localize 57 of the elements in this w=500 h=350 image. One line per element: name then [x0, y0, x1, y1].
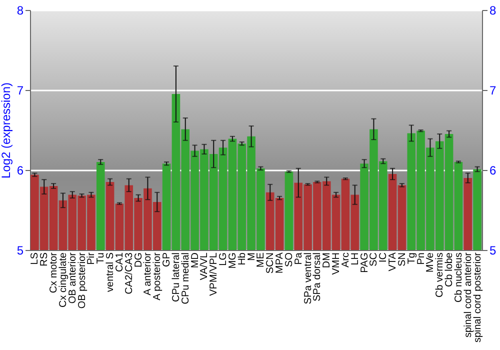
- x-tick-label: DM: [322, 252, 333, 268]
- x-tick-label: Pn: [416, 252, 427, 265]
- x-tick-label: spinal cord anterior: [462, 252, 474, 338]
- x-tick-label: MVe: [425, 252, 436, 273]
- x-tick-label: LH: [350, 252, 361, 266]
- x-tick-label: SN: [396, 252, 408, 266]
- y-axis-title: Log2 (expression): [0, 82, 13, 179]
- x-tick-label: OB anterior: [67, 252, 78, 304]
- x-tick-label: PAG: [359, 252, 370, 273]
- x-tick-label: OB posterior: [76, 252, 88, 309]
- x-tick-label: Cx cingulate: [58, 252, 69, 308]
- y2-tick-label: 8: [490, 4, 496, 18]
- x-tick-label: M: [246, 252, 258, 261]
- x-tick-label: CA1: [114, 252, 126, 272]
- x-tick-label: VMH: [331, 252, 342, 275]
- x-tick-label: SO: [284, 252, 295, 267]
- x-tick-label: MD: [190, 252, 201, 268]
- x-tick-label: Cb lobe: [444, 252, 456, 287]
- y-tick-label: 6: [16, 164, 24, 178]
- x-tick-label: Tu: [96, 252, 107, 264]
- x-tick-label: Cb nucleus: [453, 252, 464, 303]
- x-tick-label: Cx motor: [48, 252, 60, 294]
- x-tick-label: A posterior: [152, 252, 164, 300]
- x-tick-label: RS: [39, 252, 50, 266]
- y2-tick-label: 7: [490, 84, 496, 98]
- x-tick-label: VPM/VPL: [208, 252, 220, 296]
- x-tick-label: Pir: [86, 252, 98, 265]
- x-tick-label: SPa ventral: [302, 252, 314, 304]
- x-tick-label: SPa dorsal: [312, 252, 324, 302]
- x-tick-label: SCN: [265, 252, 276, 274]
- y2-tick-label: 6: [490, 164, 496, 178]
- x-tick-label: CA2/CA3: [124, 252, 135, 294]
- x-tick-label: CPu medial: [180, 252, 192, 304]
- y-tick-label: 8: [16, 4, 24, 18]
- x-tick-label: Hb: [236, 252, 248, 266]
- x-tick-label: VA/VL: [199, 252, 210, 280]
- x-tick-label: Pa: [293, 252, 304, 265]
- y2-tick-label: 5: [490, 244, 496, 258]
- x-tick-label: MPA: [274, 252, 286, 274]
- x-tick-label: A anterior: [142, 252, 154, 296]
- y-tick-label: 5: [16, 244, 24, 258]
- x-tick-label: ME: [256, 252, 267, 268]
- x-tick-label: CPu lateral: [170, 252, 182, 302]
- x-tick-label: MG: [227, 252, 238, 269]
- x-tick-label: SC: [368, 252, 380, 266]
- x-tick-label: GP: [162, 252, 173, 267]
- x-tick-label: spinal cord posterior: [472, 252, 484, 343]
- x-tick-label: IC: [378, 252, 390, 262]
- x-tick-label: VTA: [388, 252, 399, 272]
- x-tick-label: LS: [30, 252, 41, 265]
- y-tick-label: 7: [16, 84, 24, 98]
- x-tick-label: ventral S: [105, 252, 116, 292]
- x-tick-label: Cb vermis: [434, 252, 446, 298]
- x-tick-label: Tg: [406, 252, 418, 264]
- x-tick-label: Arc: [340, 252, 352, 268]
- x-tick-label: DG: [133, 252, 144, 268]
- x-tick-label: LG: [218, 252, 230, 266]
